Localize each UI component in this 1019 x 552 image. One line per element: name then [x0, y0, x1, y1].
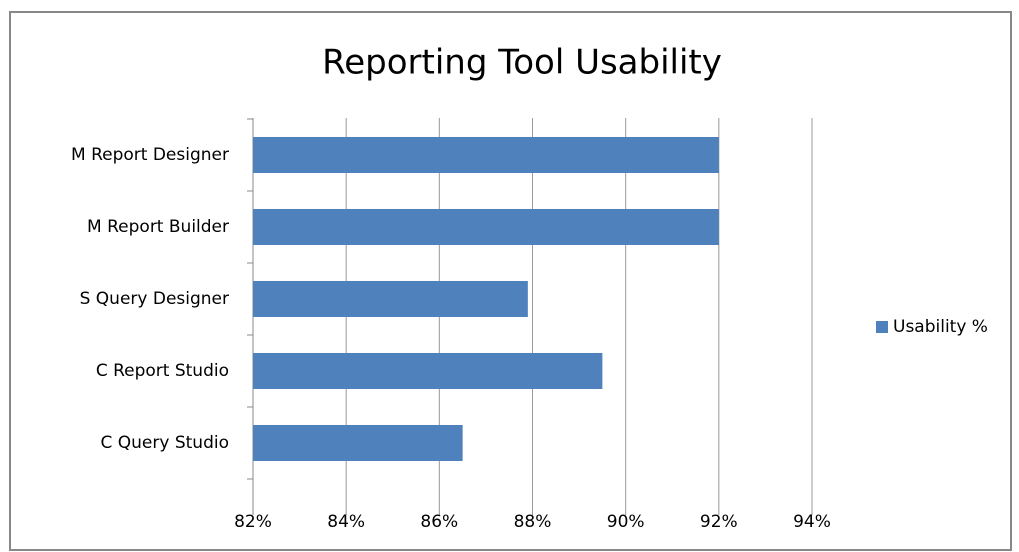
x-tick-label: 94%: [793, 512, 831, 532]
legend-swatch: [876, 321, 888, 333]
x-tick-label: 90%: [607, 512, 645, 532]
x-tick-label: 88%: [514, 512, 552, 532]
bar: [253, 281, 528, 317]
x-tick-label: 86%: [420, 512, 458, 532]
chart-title: Reporting Tool Usability: [322, 43, 722, 83]
bar: [253, 209, 719, 245]
x-tick-label: 92%: [700, 512, 738, 532]
bar: [253, 425, 463, 461]
y-tick-label: M Report Designer: [71, 145, 229, 165]
legend-label: Usability %: [893, 317, 988, 337]
y-tick-label: C Query Studio: [101, 433, 230, 453]
bar: [253, 353, 603, 389]
y-tick-label: C Report Studio: [96, 361, 229, 381]
bar: [253, 137, 719, 173]
x-tick-label: 82%: [234, 512, 272, 532]
y-tick-label: S Query Designer: [80, 289, 229, 309]
x-tick-label: 84%: [327, 512, 365, 532]
y-tick-label: M Report Builder: [87, 217, 229, 237]
